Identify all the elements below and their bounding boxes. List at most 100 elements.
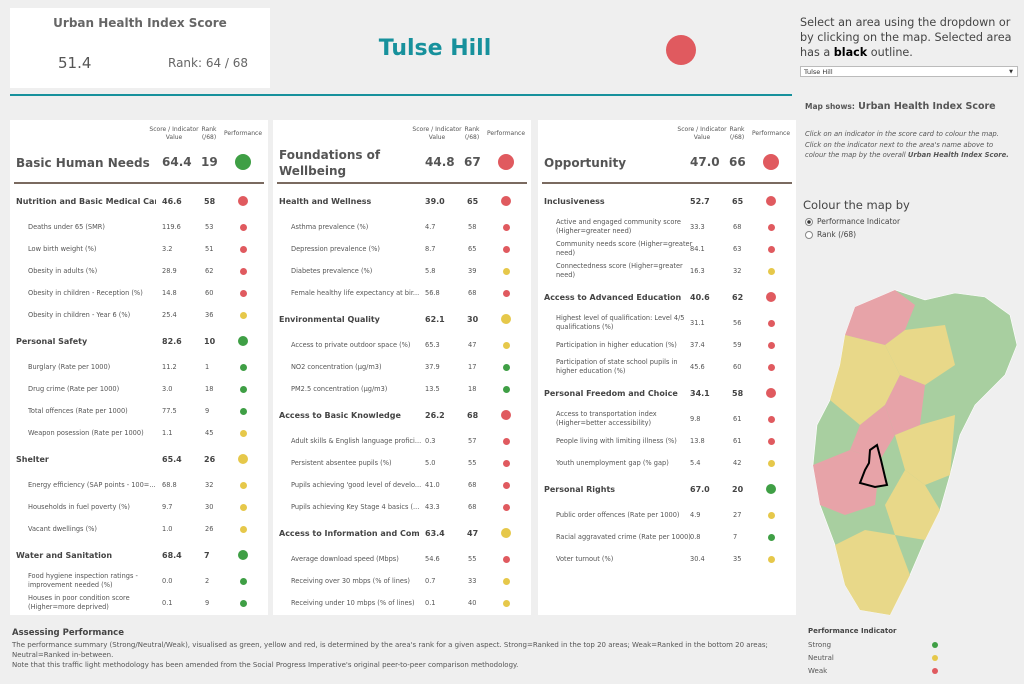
indicator-row[interactable]: Asthma prevalence (%) 4.7 58 xyxy=(273,216,531,238)
indicator-performance-dot xyxy=(240,363,247,371)
indicator-row[interactable]: Adult skills & English language profici.… xyxy=(273,430,531,452)
indicator-row[interactable]: Active and engaged community score (High… xyxy=(538,216,796,238)
indicator-row[interactable]: Overcrowding score (Higher=more deprived… xyxy=(10,614,268,615)
indicator-row[interactable]: Receiving over 30 mbps (% of lines) 0.7 33 xyxy=(273,570,531,592)
header-rule xyxy=(10,94,792,96)
section-row[interactable]: Personal Rights 67.0 20 xyxy=(538,474,796,504)
indicator-row[interactable]: Depression prevalence (%) 8.7 65 xyxy=(273,238,531,260)
indicator-performance-dot xyxy=(503,385,510,393)
indicator-row[interactable]: Households in fuel poverty (%) 9.7 30 xyxy=(10,496,268,518)
indicator-row[interactable]: Weapon posession (Rate per 1000) 1.1 45 xyxy=(10,422,268,444)
indicator-performance-dot xyxy=(768,415,775,423)
section-performance-dot xyxy=(766,196,776,206)
section-row[interactable]: Shelter 65.4 26 xyxy=(10,444,268,474)
indicator-rank: 39 xyxy=(468,266,477,275)
indicator-rank: 30 xyxy=(205,502,214,511)
indicator-value: 54.6 xyxy=(425,554,440,563)
section-score: 52.7 xyxy=(690,196,710,206)
section-row[interactable]: Health and Wellness 39.0 65 xyxy=(273,186,531,216)
section-name: Personal Rights xyxy=(544,484,616,494)
section-row[interactable]: Access to Basic Knowledge 26.2 68 xyxy=(273,400,531,430)
indicator-row[interactable]: Pupils achieving Key Stage 4 basics (...… xyxy=(273,496,531,518)
selected-area[interactable] xyxy=(858,443,889,489)
indicator-row[interactable]: Participation of state school pupils in … xyxy=(538,356,796,378)
indicator-name: Adult skills & English language profici.… xyxy=(291,436,422,445)
indicator-row[interactable]: Pupils achieving 'good level of develo..… xyxy=(273,474,531,496)
overall-rank: Rank: 64 / 68 xyxy=(168,56,249,70)
indicator-row[interactable]: Houses in poor condition score (Higher=m… xyxy=(10,592,268,614)
indicator-rank: 59 xyxy=(733,340,742,349)
indicator-performance-dot xyxy=(768,267,775,275)
indicator-row[interactable]: Low birth weight (%) 3.2 51 xyxy=(10,238,268,260)
indicator-performance-dot xyxy=(503,437,510,445)
indicator-row[interactable]: Vacant dwellings (%) 1.0 26 xyxy=(10,518,268,540)
indicator-row[interactable]: PM2.5 concentration (µg/m3) 13.5 18 xyxy=(273,378,531,400)
indicator-row[interactable]: Drug crime (Rate per 1000) 3.0 18 xyxy=(10,378,268,400)
section-row[interactable]: Access to Advanced Education 40.6 62 xyxy=(538,282,796,312)
indicator-row[interactable]: Public order offences (Rate per 1000) 4.9… xyxy=(538,504,796,526)
indicator-rank: 17 xyxy=(468,362,477,371)
column-header: Score / Indicator Value xyxy=(677,126,727,141)
radio-option[interactable]: Rank (/68) xyxy=(805,228,900,241)
indicator-row[interactable]: Female healthy life expectancy at bir...… xyxy=(273,282,531,304)
indicator-name: Average download speed (Mbps) xyxy=(291,554,399,563)
indicator-row[interactable]: Total offences (Rate per 1000) 77.5 9 xyxy=(10,400,268,422)
radio-option[interactable]: Performance Indicator xyxy=(805,215,900,228)
indicator-row[interactable]: NO2 concentration (µg/m3) 37.9 17 xyxy=(273,356,531,378)
indicator-row[interactable]: Community needs score (Higher=greater ne… xyxy=(538,238,796,260)
section-score: 40.6 xyxy=(690,292,710,302)
indicator-row[interactable]: Access to private outdoor space (%) 65.3 4… xyxy=(273,334,531,356)
section-score: 65.4 xyxy=(162,454,182,464)
map-region xyxy=(850,405,895,460)
section-name: Personal Freedom and Choice xyxy=(544,388,678,398)
indicator-row[interactable]: Connectedness score (Higher=greater need… xyxy=(538,260,796,282)
indicator-rank: 58 xyxy=(468,222,477,231)
indicator-performance-dot xyxy=(768,319,775,327)
indicator-row[interactable]: Energy efficiency (SAP points - 100=... 6… xyxy=(10,474,268,496)
column-header: Performance xyxy=(486,130,526,137)
section-row[interactable]: Access to Information and Com... 63.4 47 xyxy=(273,518,531,548)
indicator-row[interactable]: Food hygiene inspection ratings - improv… xyxy=(10,570,268,592)
section-row[interactable]: Environmental Quality 62.1 30 xyxy=(273,304,531,334)
indicator-row[interactable]: Superfast availability (% of lines)0.945 xyxy=(273,614,531,615)
indicator-performance-dot xyxy=(240,223,247,231)
indicator-row[interactable]: Burglary (Rate per 1000) 11.2 1 xyxy=(10,356,268,378)
indicator-name: Public order offences (Rate per 1000) xyxy=(556,510,680,519)
area-name: Tulse Hill xyxy=(378,36,492,61)
indicator-row[interactable]: Obesity in children - Reception (%) 14.8 6… xyxy=(10,282,268,304)
section-row[interactable]: Personal Freedom and Choice 34.1 58 xyxy=(538,378,796,408)
indicator-rank: 33 xyxy=(468,576,477,585)
map-region xyxy=(813,450,880,515)
indicator-row[interactable]: Deaths under 65 (SMR) 119.6 53 xyxy=(10,216,268,238)
indicator-row[interactable]: Voter turnout (%) 30.4 35 xyxy=(538,548,796,570)
panel-rank: 67 xyxy=(464,155,481,169)
indicator-row[interactable]: Average download speed (Mbps) 54.6 55 xyxy=(273,548,531,570)
map[interactable] xyxy=(805,285,1020,620)
section-score: 67.0 xyxy=(690,484,710,494)
indicator-row[interactable]: Obesity in children - Year 6 (%) 25.4 36 xyxy=(10,304,268,326)
indicator-rank: 36 xyxy=(205,310,214,319)
section-row[interactable]: Water and Sanitation 68.4 7 xyxy=(10,540,268,570)
indicator-row[interactable]: People living with limiting illness (%) 1… xyxy=(538,430,796,452)
section-row[interactable]: Nutrition and Basic Medical Care 46.6 58 xyxy=(10,186,268,216)
indicator-row[interactable]: Receiving under 10 mbps (% of lines) 0.1 4… xyxy=(273,592,531,614)
indicator-row[interactable]: Obesity in adults (%) 28.9 62 xyxy=(10,260,268,282)
indicator-row[interactable]: Persistent absentee pupils (%) 5.0 55 xyxy=(273,452,531,474)
indicator-row[interactable]: Access to transportation index (Higher=b… xyxy=(538,408,796,430)
indicator-row[interactable]: Diabetes prevalence (%) 5.8 39 xyxy=(273,260,531,282)
indicator-performance-dot xyxy=(503,577,510,585)
area-dropdown[interactable]: Tulse Hill ▼ xyxy=(800,66,1018,77)
indicator-value: 43.3 xyxy=(425,502,440,511)
indicator-performance-dot xyxy=(768,341,775,349)
indicator-row[interactable]: Highest level of qualification: Level 4/… xyxy=(538,312,796,334)
indicator-performance-dot xyxy=(503,481,510,489)
section-score: 39.0 xyxy=(425,196,445,206)
section-row[interactable]: Inclusiveness 52.7 65 xyxy=(538,186,796,216)
indicator-row[interactable]: Racial aggravated crime (Rate per 1000) 0… xyxy=(538,526,796,548)
panel-rule xyxy=(14,182,264,184)
section-row[interactable]: Personal Safety 82.6 10 xyxy=(10,326,268,356)
indicator-row[interactable]: Participation in higher education (%) 37.… xyxy=(538,334,796,356)
score-card: Urban Health Index Score 51.4 Rank: 64 /… xyxy=(10,8,270,88)
indicator-value: 13.8 xyxy=(690,436,705,445)
indicator-row[interactable]: Youth unemployment gap (% gap) 5.4 42 xyxy=(538,452,796,474)
